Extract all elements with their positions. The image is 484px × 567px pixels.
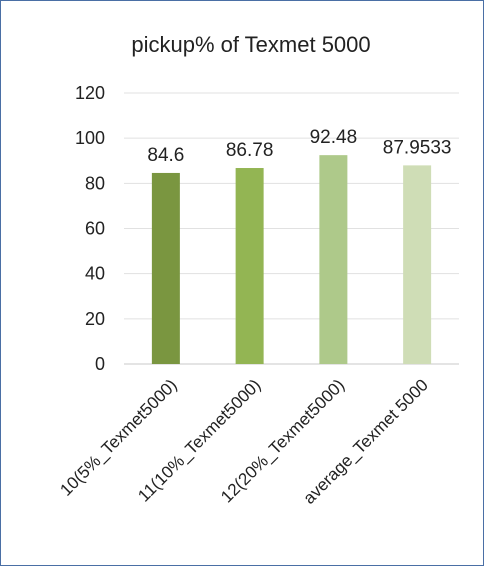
y-tick-label: 20	[85, 309, 105, 329]
bars	[152, 155, 431, 364]
bar	[403, 165, 431, 364]
y-tick-label: 40	[85, 264, 105, 284]
y-tick-label: 60	[85, 219, 105, 239]
data-label: 84.6	[147, 145, 184, 166]
y-tick-label: 100	[75, 128, 105, 148]
chart-title: pickup% of Texmet 5000	[131, 32, 370, 57]
bar	[152, 173, 180, 364]
data-label: 87.9533	[383, 137, 452, 158]
data-label: 86.78	[226, 140, 274, 161]
y-tick-label: 120	[75, 83, 105, 103]
x-axis: 10(5%_Texmet5000)11(10%_Texmet5000)12(20…	[56, 375, 432, 507]
y-tick-label: 80	[85, 173, 105, 193]
data-labels: 84.6 86.78 92.48 87.9533	[147, 127, 451, 166]
bar	[319, 155, 347, 364]
y-axis: 0 20 40 60 80 100 120	[75, 83, 105, 374]
y-tick-label: 0	[95, 354, 105, 374]
bar	[236, 168, 264, 364]
data-label: 92.48	[310, 127, 358, 148]
